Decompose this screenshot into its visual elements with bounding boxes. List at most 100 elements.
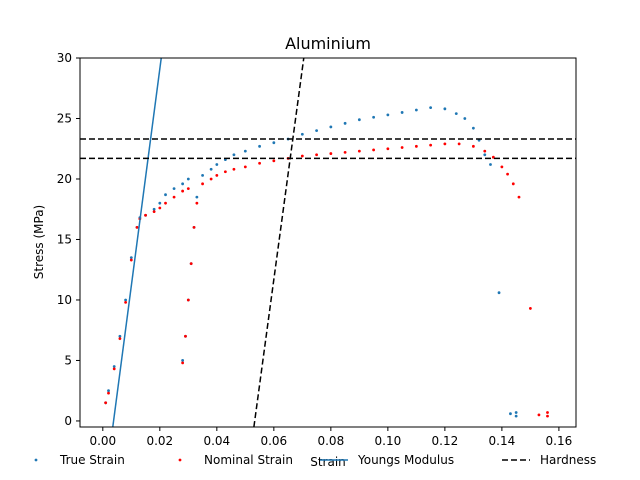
true-strain-point bbox=[386, 113, 390, 117]
nominal-strain-point bbox=[315, 153, 318, 157]
true-strain-point bbox=[181, 359, 185, 362]
true-strain-point bbox=[372, 115, 376, 119]
nominal-strain-point bbox=[195, 201, 199, 205]
legend-marker-true-strain bbox=[34, 458, 38, 462]
legend: True Strain Nominal Strain Youngs Modulus H… bbox=[34, 453, 596, 467]
true-strain-point bbox=[107, 389, 110, 393]
true-strain-point bbox=[172, 187, 176, 191]
nominal-strain-point bbox=[135, 225, 139, 229]
true-strain-point bbox=[195, 195, 199, 199]
x-axis-label: Strain bbox=[310, 455, 346, 469]
true-strain-point bbox=[463, 117, 467, 120]
nominal-strain-point bbox=[457, 142, 461, 146]
true-strain-point bbox=[129, 256, 133, 260]
true-strain-point bbox=[497, 291, 501, 295]
nominal-strain-point bbox=[232, 167, 236, 171]
nominal-strain-point bbox=[272, 159, 276, 163]
x-tick-label: 0.06 bbox=[260, 434, 287, 448]
nominal-strain-point bbox=[184, 334, 187, 338]
true-strain-point bbox=[232, 153, 236, 157]
nominal-strain-point bbox=[164, 201, 167, 205]
nominal-strain-point bbox=[181, 361, 185, 365]
true-strain-point bbox=[209, 167, 213, 171]
true-strain-point bbox=[158, 201, 162, 205]
nominal-strain-point bbox=[189, 262, 193, 266]
true-strain-point bbox=[509, 412, 512, 416]
y-axis-label: Stress (MPa) bbox=[32, 205, 46, 279]
true-strain-point bbox=[514, 414, 518, 418]
nominal-strain-point bbox=[118, 337, 122, 341]
nominal-strain-point bbox=[471, 144, 475, 148]
nominal-strain-point bbox=[124, 300, 128, 304]
true-strain-point bbox=[514, 411, 518, 414]
true-strain-point bbox=[343, 121, 347, 125]
nominal-strain-point bbox=[343, 150, 347, 154]
x-tick-label: 0.12 bbox=[432, 434, 459, 448]
true-strain-point bbox=[329, 125, 333, 129]
nominal-strain-point bbox=[192, 225, 196, 229]
y-tick-label: 0 bbox=[64, 414, 72, 428]
nominal-strain-point bbox=[112, 367, 116, 371]
nominal-strain-point bbox=[186, 298, 190, 302]
legend-label-youngs-modulus: Youngs Modulus bbox=[357, 453, 454, 467]
x-tick-label: 0.08 bbox=[317, 434, 344, 448]
nominal-strain-point bbox=[186, 187, 190, 191]
nominal-strain-point bbox=[443, 142, 447, 146]
nominal-strain-point bbox=[129, 258, 133, 262]
nominal-strain-point bbox=[104, 401, 108, 405]
nominal-strain-point bbox=[506, 172, 509, 176]
nominal-strain-point bbox=[201, 182, 204, 186]
true-strain-point bbox=[454, 112, 458, 116]
nominal-strain-point bbox=[372, 148, 376, 152]
true-strain-point bbox=[201, 173, 204, 177]
x-tick-label: 0.16 bbox=[546, 434, 573, 448]
legend-label-true-strain: True Strain bbox=[59, 453, 125, 467]
true-strain-point bbox=[429, 106, 433, 110]
true-strain-point bbox=[471, 126, 475, 130]
legend-label-hardness: Hardness bbox=[540, 453, 596, 467]
nominal-strain-point bbox=[181, 189, 185, 193]
true-strain-point bbox=[118, 334, 122, 338]
nominal-strain-point bbox=[357, 149, 361, 153]
nominal-strain-point bbox=[537, 413, 541, 417]
chart-title: Aluminium bbox=[285, 34, 371, 53]
true-strain-point bbox=[489, 163, 492, 166]
nominal-strain-point bbox=[414, 144, 418, 148]
nominal-strain-point bbox=[243, 165, 247, 169]
true-strain-point bbox=[357, 118, 361, 122]
true-strain-point bbox=[152, 207, 156, 211]
nominal-strain-point bbox=[223, 170, 227, 174]
true-strain-point bbox=[258, 144, 261, 148]
x-tick-label: 0.00 bbox=[89, 434, 116, 448]
true-strain-point bbox=[243, 149, 247, 153]
nominal-strain-point bbox=[483, 149, 487, 153]
nominal-strain-point bbox=[300, 154, 304, 158]
nominal-strain-point bbox=[172, 195, 176, 199]
legend-marker-nominal-strain bbox=[178, 458, 182, 462]
legend-label-nominal-strain: Nominal Strain bbox=[204, 453, 293, 467]
plot-background bbox=[80, 58, 576, 427]
nominal-strain-point bbox=[152, 210, 156, 214]
nominal-strain-point bbox=[400, 146, 404, 149]
nominal-strain-point bbox=[215, 173, 219, 177]
true-strain-point bbox=[164, 193, 167, 197]
x-tick-label: 0.10 bbox=[375, 434, 402, 448]
nominal-strain-point bbox=[107, 391, 110, 395]
nominal-strain-point bbox=[329, 152, 333, 155]
y-tick-label: 25 bbox=[57, 111, 72, 125]
nominal-strain-point bbox=[429, 143, 433, 147]
true-strain-point bbox=[112, 365, 116, 368]
true-strain-point bbox=[300, 132, 304, 136]
nominal-strain-point bbox=[386, 147, 390, 151]
x-tick-label: 0.14 bbox=[489, 434, 516, 448]
nominal-strain-point bbox=[158, 206, 162, 210]
true-strain-point bbox=[124, 298, 128, 302]
nominal-strain-point bbox=[209, 177, 213, 181]
nominal-strain-point bbox=[517, 195, 521, 199]
y-tick-label: 10 bbox=[57, 293, 72, 307]
youngs-modulus-line bbox=[112, 58, 162, 427]
nominal-strain-point bbox=[511, 182, 515, 186]
x-tick-label: 0.02 bbox=[146, 434, 173, 448]
true-strain-point bbox=[414, 108, 418, 112]
y-tick-label: 30 bbox=[57, 51, 72, 65]
